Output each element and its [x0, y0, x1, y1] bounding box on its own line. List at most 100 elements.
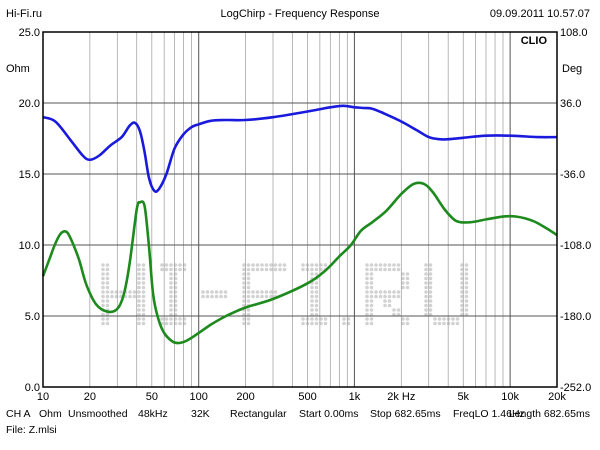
watermark-dot	[182, 317, 187, 321]
watermark-dot	[401, 321, 405, 326]
watermark-dot	[428, 303, 433, 308]
impedance-curve	[42, 104, 558, 193]
watermark-dot	[219, 290, 223, 294]
watermark-dot	[164, 267, 169, 272]
watermark-dot	[460, 303, 464, 308]
watermark-dot	[178, 267, 182, 272]
x-tick-label: 500	[298, 391, 316, 403]
watermark-dot	[242, 263, 246, 267]
watermark-dot	[182, 321, 187, 326]
watermark-dot	[401, 285, 405, 290]
watermark-dot	[424, 312, 428, 317]
watermark-dot	[137, 285, 141, 290]
watermark-dot	[310, 294, 314, 299]
watermark-dot	[114, 294, 119, 299]
watermark-dot	[405, 317, 410, 321]
watermark-dot	[365, 312, 369, 317]
watermark-dot	[260, 263, 264, 267]
watermark-dot	[310, 321, 314, 326]
watermark-dot	[369, 308, 374, 312]
watermark-dot	[269, 290, 273, 294]
watermark-dot	[101, 281, 105, 285]
watermark-dot	[460, 312, 464, 317]
watermark-dot	[314, 308, 319, 312]
y-left-unit-label: Ohm	[6, 63, 30, 75]
watermark-dot	[101, 290, 105, 294]
watermark-dot	[460, 272, 464, 276]
watermark-dot	[223, 290, 228, 294]
watermark-dot	[460, 308, 464, 312]
watermark-dot	[160, 263, 164, 267]
watermark-dot	[369, 263, 374, 267]
watermark-dot	[246, 299, 251, 303]
watermark-dot	[365, 272, 369, 276]
watermark-dot	[141, 299, 146, 303]
watermark-dot	[310, 312, 314, 317]
watermark-dot	[246, 276, 251, 281]
watermark-dot	[137, 321, 141, 326]
watermark-dot	[137, 290, 141, 294]
y-right-tick-label: 36.0	[560, 98, 581, 110]
watermark-dot	[141, 276, 146, 281]
watermark-dot	[460, 276, 464, 281]
watermark-dot	[424, 272, 428, 276]
timestamp: 09.09.2011 10.57.07	[489, 8, 590, 20]
watermark-dot	[464, 299, 469, 303]
watermark-dot	[392, 312, 396, 317]
watermark-dot	[424, 281, 428, 285]
watermark-dot	[110, 290, 114, 294]
watermark-dot	[387, 263, 392, 267]
watermark-dot	[464, 308, 469, 312]
watermark-dot	[374, 267, 378, 272]
watermark-dot	[260, 294, 264, 299]
watermark-dot	[101, 272, 105, 276]
watermark-dot	[374, 263, 378, 267]
watermark-dot	[141, 272, 146, 276]
watermark-dot	[451, 317, 455, 321]
watermark-dot	[101, 276, 105, 281]
watermark-dot	[374, 290, 378, 294]
watermark-dot	[365, 308, 369, 312]
watermark-dot	[105, 317, 110, 321]
watermark-dot	[369, 303, 374, 308]
watermark-dot	[442, 317, 446, 321]
watermark-dot	[132, 290, 137, 294]
watermark-dot	[369, 272, 374, 276]
tick-labels: 10 20 50 100 200 500 1k 2k Hz 5k 10k 20k 0.0 5.0 10.0…	[19, 27, 592, 403]
watermark-dot	[387, 290, 392, 294]
watermark-dot	[428, 299, 433, 303]
footer-setting: FreqLO 1.46Hz	[453, 408, 525, 420]
watermark-dot	[273, 267, 278, 272]
y-right-tick-label: -252.0	[560, 382, 591, 394]
watermark-dot	[251, 294, 255, 299]
watermark-dot	[105, 294, 110, 299]
watermark-dot	[105, 312, 110, 317]
watermark-dot	[392, 294, 396, 299]
watermark-dot	[365, 276, 369, 281]
watermark-dot	[424, 267, 428, 272]
watermark-dot	[401, 276, 405, 281]
watermark-dot	[255, 267, 260, 272]
watermark-dot	[405, 281, 410, 285]
watermark-dot	[451, 321, 455, 326]
watermark-dot	[314, 299, 319, 303]
x-tick-label: 2k Hz	[387, 391, 415, 403]
watermark-dot	[401, 272, 405, 276]
watermark-dot	[396, 263, 401, 267]
watermark-dot	[160, 317, 164, 321]
watermark-dot	[246, 285, 251, 290]
watermark-dot	[387, 267, 392, 272]
watermark-dot	[464, 285, 469, 290]
watermark-dot	[392, 308, 396, 312]
watermark-dot	[119, 290, 123, 294]
watermark-dot	[214, 294, 219, 299]
watermark-dot	[137, 267, 141, 272]
watermark-dot	[128, 294, 132, 299]
watermark-dot	[383, 290, 387, 294]
watermark-dot	[114, 290, 119, 294]
watermark-dot	[383, 303, 387, 308]
watermark-dot	[310, 317, 314, 321]
watermark-dot	[342, 321, 346, 326]
watermark-dot	[264, 263, 269, 267]
